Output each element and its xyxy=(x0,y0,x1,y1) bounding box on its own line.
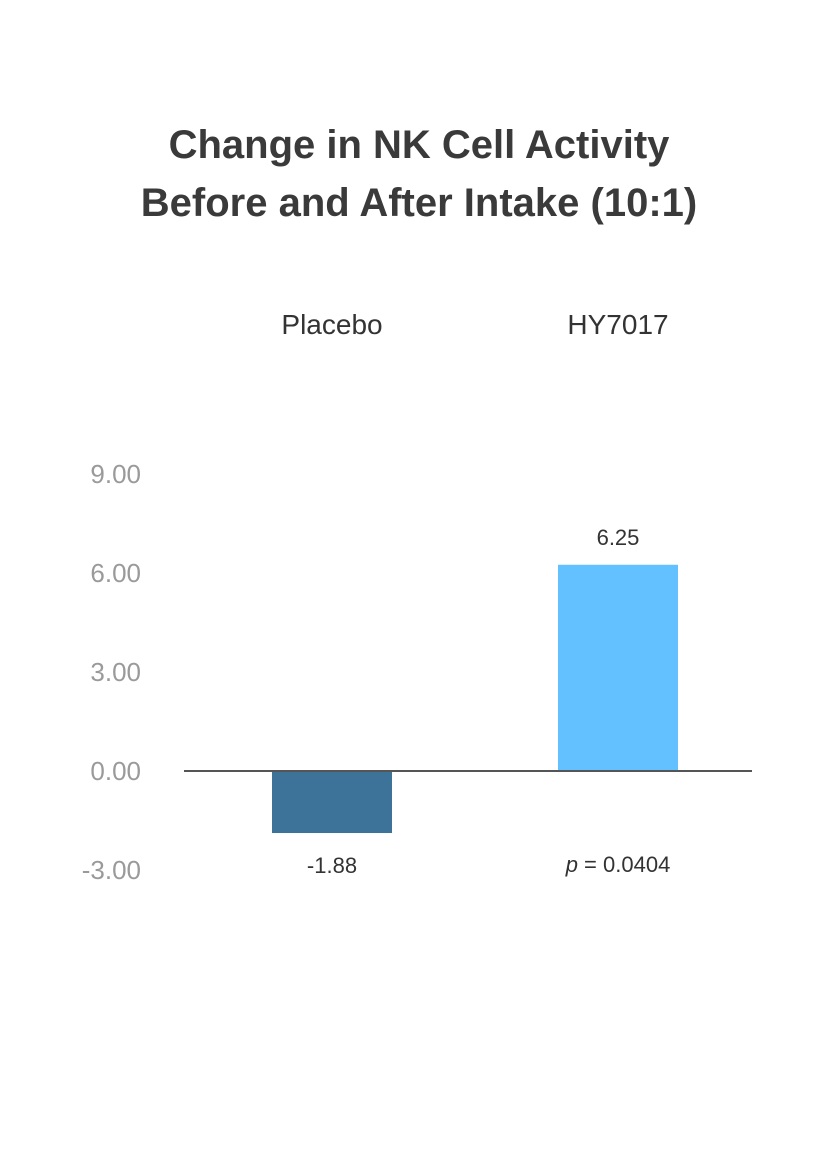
p-symbol: p xyxy=(565,852,578,877)
y-tick-label: -3.00 xyxy=(82,855,141,885)
y-tick-label: 3.00 xyxy=(90,657,141,687)
p-value-annotation: p = 0.0404 xyxy=(565,852,671,877)
bar xyxy=(272,771,392,834)
category-label: Placebo xyxy=(281,309,382,340)
bar-value-label: 6.25 xyxy=(597,525,640,550)
y-tick-label: 9.00 xyxy=(90,459,141,489)
category-label: HY7017 xyxy=(567,309,668,340)
y-tick-label: 0.00 xyxy=(90,756,141,786)
chart-title: Change in NK Cell Activity xyxy=(168,123,670,167)
bar xyxy=(558,564,678,771)
p-value-text: = 0.0404 xyxy=(578,852,670,877)
chart-subtitle: Before and After Intake (10:1) xyxy=(140,181,698,225)
y-tick-label: 6.00 xyxy=(90,558,141,588)
bar-value-label: -1.88 xyxy=(307,853,357,878)
